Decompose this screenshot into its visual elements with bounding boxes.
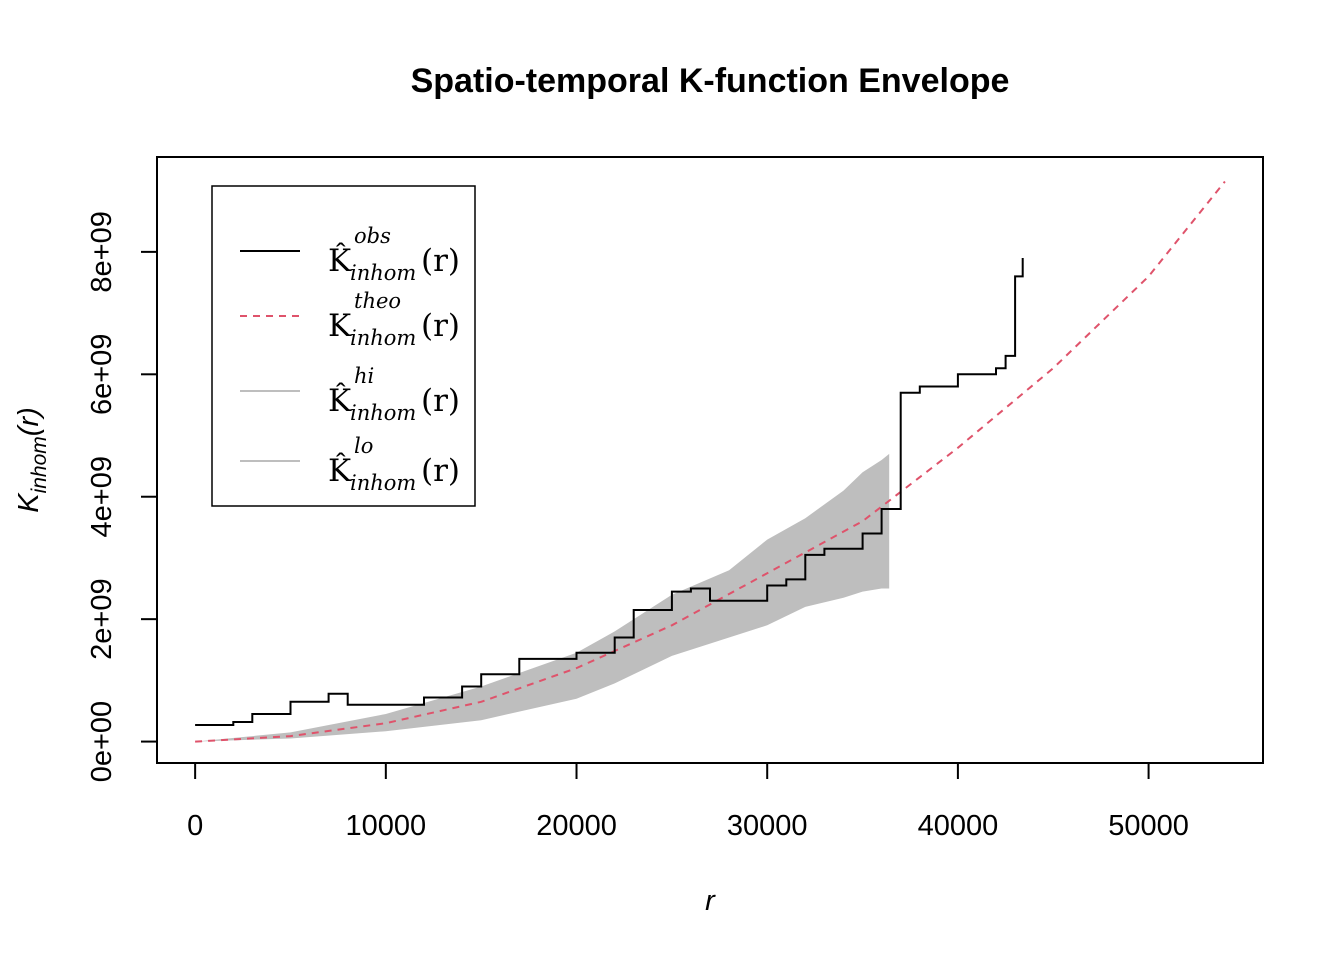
x-tick-label: 30000 <box>727 810 808 842</box>
y-axis-label: Kinhom(r) <box>13 407 51 513</box>
y-axis-label-arg: (r) <box>13 407 45 436</box>
x-tick-label: 50000 <box>1108 810 1189 842</box>
legend-symbol-lo: K̂ <box>328 451 352 489</box>
chart-title: Spatio-temporal K-function Envelope <box>411 62 1010 100</box>
y-tick-label: 4e+09 <box>86 456 118 537</box>
legend-arg-hi: (r) <box>421 383 460 419</box>
y-axis: 0e+00 2e+09 4e+09 6e+09 8e+09 <box>86 211 158 782</box>
series-theo-line <box>195 180 1226 743</box>
legend-sub-lo: inhom <box>350 471 416 495</box>
legend-sup-theo: theo <box>354 289 401 313</box>
x-tick-label: 0 <box>187 810 203 842</box>
x-tick-label: 40000 <box>918 810 999 842</box>
legend-box <box>211 185 476 507</box>
svg-text:Kinhom(r): Kinhom(r) <box>13 407 51 513</box>
y-tick-label: 2e+09 <box>86 578 118 659</box>
legend-sup-obs: obs <box>354 224 391 248</box>
x-tick-label: 10000 <box>345 810 426 842</box>
legend-arg-theo: (r) <box>421 308 460 344</box>
y-axis-label-sub: inhom <box>28 436 51 493</box>
y-axis-label-main: K <box>13 492 45 513</box>
legend-sup-hi: hi <box>354 364 374 388</box>
series-obs-line <box>195 258 1024 726</box>
legend-sup-lo: lo <box>354 434 373 458</box>
y-tick-label: 0e+00 <box>86 701 118 782</box>
legend-arg-lo: (r) <box>421 453 460 489</box>
series-layer <box>195 180 1226 743</box>
x-axis: 0 10000 20000 30000 40000 50000 <box>187 762 1189 842</box>
legend-symbol-obs: K̂ <box>328 241 352 279</box>
x-tick-label: 20000 <box>536 810 617 842</box>
envelope-band-layer <box>195 453 890 742</box>
legend-arg-obs: (r) <box>421 243 460 279</box>
legend-sub-theo: inhom <box>350 326 416 350</box>
y-tick-label: 8e+09 <box>86 211 118 292</box>
legend-symbol-hi: K̂ <box>328 381 352 419</box>
legend-sub-hi: inhom <box>350 401 416 425</box>
series-envelope-band <box>195 453 890 742</box>
legend-symbol-theo: K <box>328 308 352 344</box>
legend-sub-obs: inhom <box>350 261 416 285</box>
y-tick-label: 6e+09 <box>86 334 118 415</box>
x-axis-label: r <box>705 885 716 917</box>
